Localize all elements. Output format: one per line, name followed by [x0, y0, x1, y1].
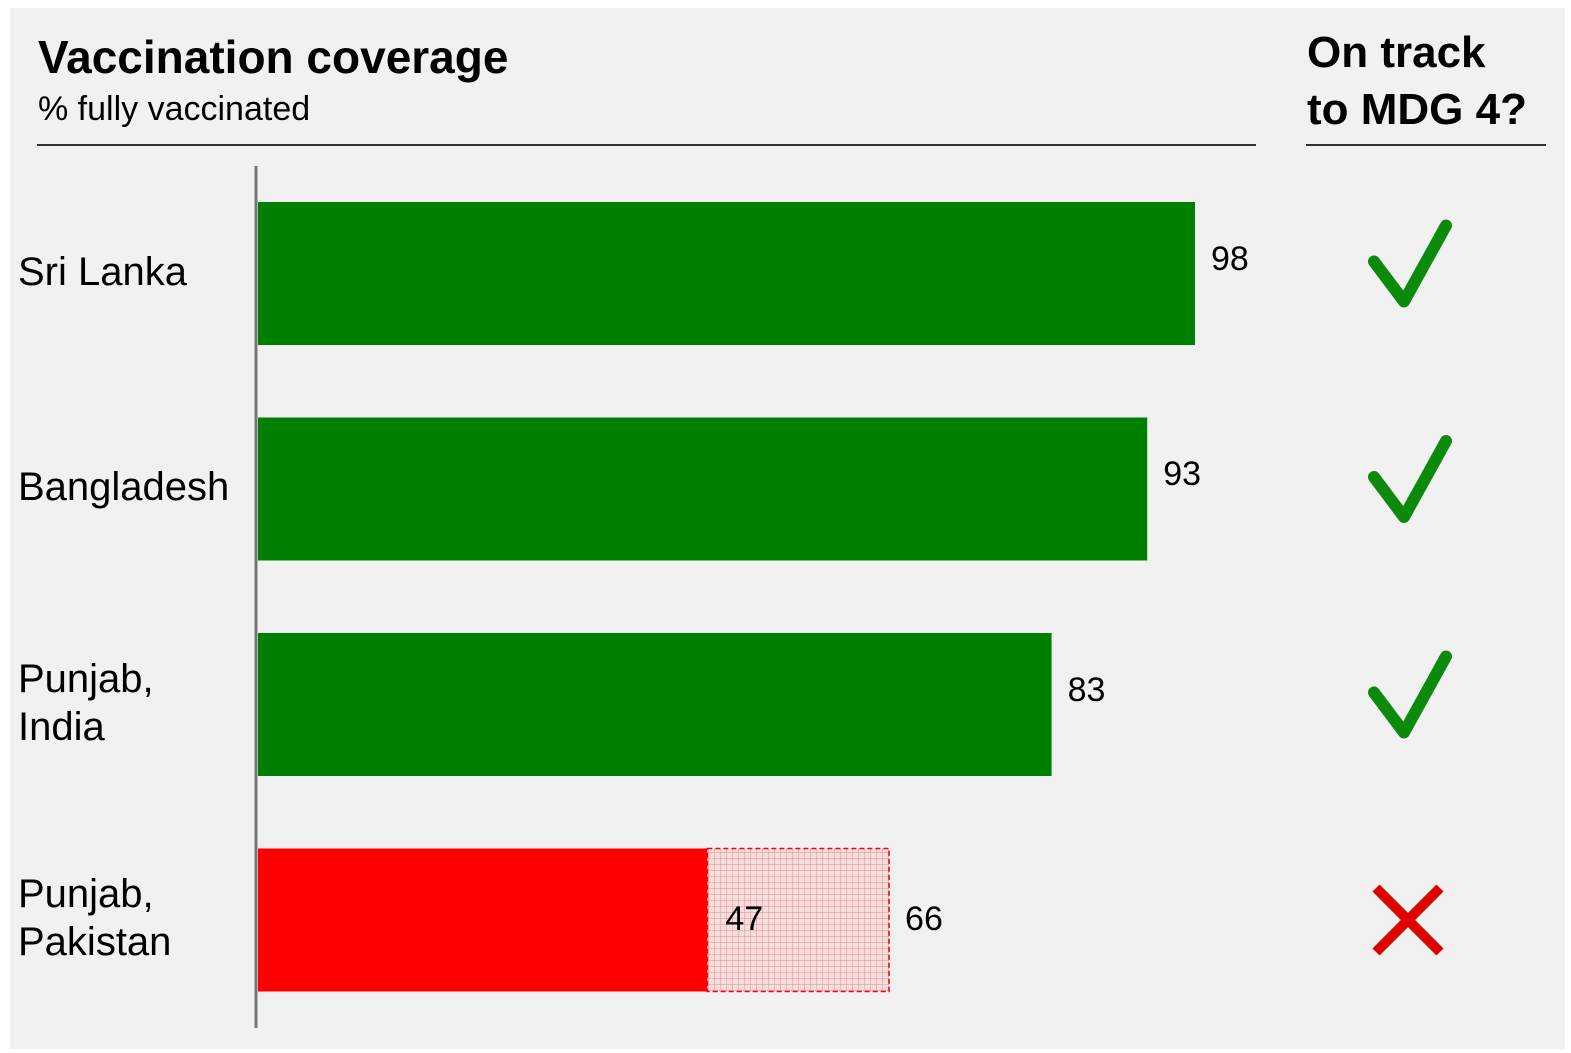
category-label-line: Punjab,	[18, 656, 154, 701]
category-label-line: Sri Lanka	[18, 249, 187, 294]
track-title-rule	[1306, 144, 1546, 146]
category-label: Sri Lanka	[18, 248, 187, 296]
bar	[258, 848, 708, 992]
check-icon	[1368, 219, 1452, 308]
check-icon	[1368, 435, 1452, 523]
value-label: 98	[1211, 239, 1249, 278]
value-label: 83	[1067, 670, 1106, 709]
chart-title: Vaccination coverage	[38, 31, 509, 83]
bar	[258, 633, 1052, 776]
track-title-line-1: On track	[1307, 28, 1486, 77]
cross-icon	[1372, 884, 1444, 956]
category-label-line: Bangladesh	[18, 465, 230, 509]
title-rule	[37, 144, 1256, 146]
check-icon	[1368, 650, 1452, 739]
category-label-line: India	[18, 704, 105, 749]
category-label: Punjab, India	[18, 655, 154, 751]
value-label: 47	[725, 900, 764, 938]
bar-extension	[706, 847, 890, 993]
chart-subtitle: % fully vaccinated	[38, 90, 311, 128]
bar	[258, 202, 1195, 345]
category-label-line: Punjab,	[18, 872, 154, 916]
category-label: Bangladesh	[18, 463, 229, 511]
bar	[258, 417, 1148, 561]
track-title-line-2: to MDG 4?	[1307, 85, 1527, 134]
track-column-title: On track to MDG 4?	[1307, 24, 1527, 138]
extended-value-label: 66	[905, 900, 943, 938]
category-label-line: Pakistan	[18, 920, 172, 964]
category-label: Punjab, Pakistan	[18, 870, 171, 966]
value-label: 93	[1163, 455, 1202, 493]
